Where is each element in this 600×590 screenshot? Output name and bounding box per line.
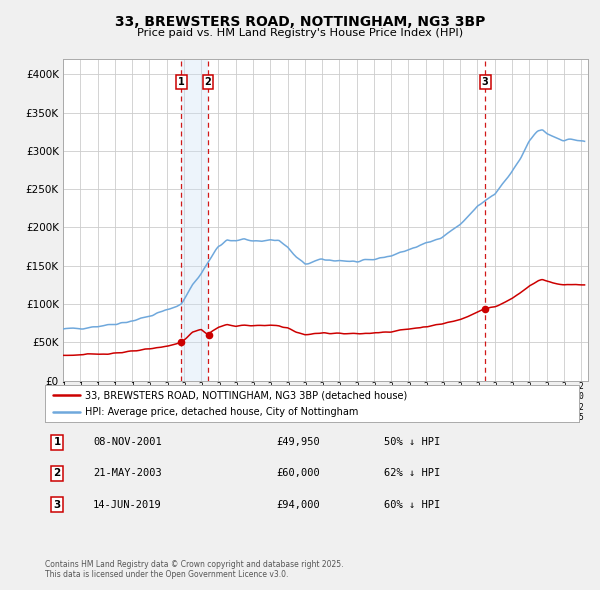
Text: 14-JUN-2019: 14-JUN-2019 bbox=[93, 500, 162, 510]
Text: 2: 2 bbox=[53, 468, 61, 478]
Text: £94,000: £94,000 bbox=[276, 500, 320, 510]
Text: £49,950: £49,950 bbox=[276, 437, 320, 447]
Text: 62% ↓ HPI: 62% ↓ HPI bbox=[384, 468, 440, 478]
Text: 2: 2 bbox=[205, 77, 211, 87]
Text: 33, BREWSTERS ROAD, NOTTINGHAM, NG3 3BP: 33, BREWSTERS ROAD, NOTTINGHAM, NG3 3BP bbox=[115, 15, 485, 29]
Text: 3: 3 bbox=[482, 77, 488, 87]
Text: Contains HM Land Registry data © Crown copyright and database right 2025.
This d: Contains HM Land Registry data © Crown c… bbox=[45, 560, 343, 579]
Text: £60,000: £60,000 bbox=[276, 468, 320, 478]
Text: Price paid vs. HM Land Registry's House Price Index (HPI): Price paid vs. HM Land Registry's House … bbox=[137, 28, 463, 38]
Text: 50% ↓ HPI: 50% ↓ HPI bbox=[384, 437, 440, 447]
Text: 1: 1 bbox=[53, 437, 61, 447]
Text: 1: 1 bbox=[178, 77, 185, 87]
Text: 33, BREWSTERS ROAD, NOTTINGHAM, NG3 3BP (detached house): 33, BREWSTERS ROAD, NOTTINGHAM, NG3 3BP … bbox=[85, 390, 407, 400]
Text: HPI: Average price, detached house, City of Nottingham: HPI: Average price, detached house, City… bbox=[85, 407, 358, 417]
Text: 21-MAY-2003: 21-MAY-2003 bbox=[93, 468, 162, 478]
Text: 60% ↓ HPI: 60% ↓ HPI bbox=[384, 500, 440, 510]
Text: 08-NOV-2001: 08-NOV-2001 bbox=[93, 437, 162, 447]
Text: 3: 3 bbox=[53, 500, 61, 510]
Bar bbox=[181, 59, 208, 381]
